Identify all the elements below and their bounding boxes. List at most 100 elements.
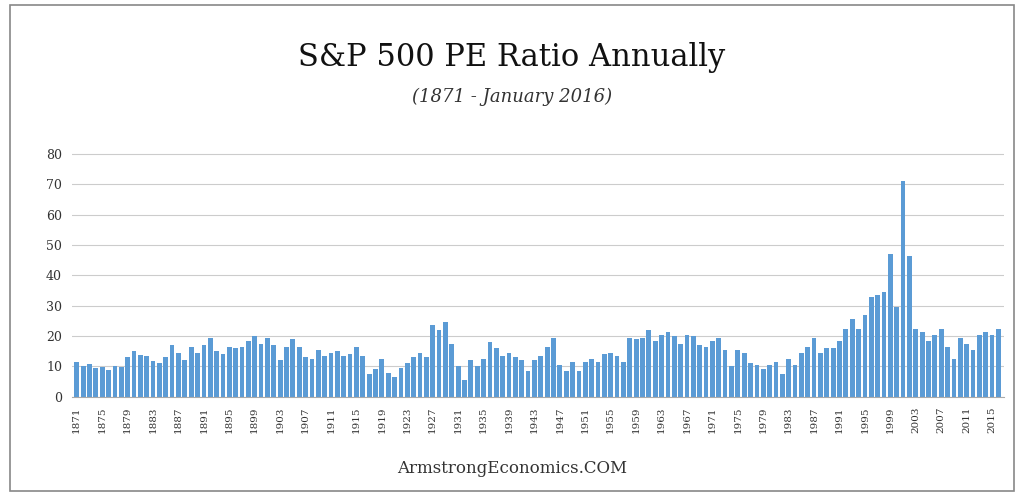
Bar — [844, 328, 848, 397]
Bar — [608, 353, 613, 397]
Bar — [208, 338, 213, 397]
Bar — [462, 380, 467, 397]
Bar — [856, 328, 861, 397]
Bar — [443, 322, 447, 397]
Bar — [380, 359, 384, 397]
Bar — [81, 366, 86, 397]
Bar — [436, 330, 441, 397]
Bar — [939, 328, 943, 397]
Bar — [176, 353, 181, 397]
Bar — [412, 357, 416, 397]
Bar — [481, 359, 486, 397]
Bar — [271, 345, 276, 397]
Bar — [913, 328, 919, 397]
Bar — [653, 341, 657, 397]
Bar — [367, 374, 372, 397]
Bar — [697, 345, 702, 397]
Bar — [106, 370, 111, 397]
Bar — [398, 368, 403, 397]
Bar — [125, 357, 130, 397]
Bar — [767, 365, 772, 397]
Bar — [233, 348, 238, 397]
Bar — [557, 365, 562, 397]
Bar — [628, 338, 632, 397]
Bar — [220, 354, 225, 397]
Bar — [926, 341, 931, 397]
Bar — [450, 344, 455, 397]
Bar — [773, 362, 778, 397]
Bar — [404, 364, 410, 397]
Bar — [672, 336, 677, 397]
Bar — [717, 338, 721, 397]
Bar — [265, 338, 270, 397]
Bar — [780, 374, 784, 397]
Bar — [996, 328, 1000, 397]
Bar — [876, 295, 880, 397]
Bar — [348, 354, 352, 397]
Bar — [666, 331, 671, 397]
Bar — [703, 347, 709, 397]
Bar — [723, 350, 727, 397]
Bar — [799, 353, 804, 397]
Bar — [824, 348, 829, 397]
Bar — [119, 367, 124, 397]
Bar — [888, 254, 893, 397]
Bar — [519, 361, 524, 397]
Bar — [424, 357, 429, 397]
Bar — [570, 362, 574, 397]
Bar — [335, 351, 340, 397]
Bar — [157, 364, 162, 397]
Bar — [297, 347, 302, 397]
Bar — [596, 362, 600, 397]
Bar — [151, 361, 156, 397]
Bar — [545, 347, 550, 397]
Bar — [812, 338, 816, 397]
Bar — [850, 319, 855, 397]
Bar — [621, 362, 626, 397]
Bar — [755, 365, 759, 397]
Bar — [329, 353, 334, 397]
Bar — [240, 347, 245, 397]
Bar — [214, 351, 219, 397]
Bar — [525, 371, 530, 397]
Bar — [589, 359, 594, 397]
Bar — [749, 364, 753, 397]
Bar — [646, 330, 651, 397]
Bar — [316, 350, 321, 397]
Bar — [691, 336, 695, 397]
Bar — [830, 348, 836, 397]
Bar — [869, 297, 873, 397]
Bar — [945, 347, 950, 397]
Bar — [386, 372, 390, 397]
Bar — [920, 331, 925, 397]
Bar — [475, 367, 479, 397]
Bar — [602, 354, 607, 397]
Bar — [862, 315, 867, 397]
Bar — [138, 355, 142, 397]
Bar — [564, 371, 568, 397]
Bar — [501, 356, 505, 397]
Bar — [87, 364, 92, 397]
Bar — [659, 335, 664, 397]
Bar — [430, 325, 435, 397]
Bar — [614, 356, 620, 397]
Bar — [303, 357, 308, 397]
Bar — [971, 350, 976, 397]
Text: ArmstrongEconomics.COM: ArmstrongEconomics.COM — [397, 460, 627, 477]
Bar — [577, 371, 582, 397]
Bar — [202, 345, 206, 397]
Bar — [144, 356, 150, 397]
Bar — [989, 335, 994, 397]
Bar — [735, 350, 740, 397]
Bar — [99, 368, 104, 397]
Bar — [418, 353, 422, 397]
Bar — [284, 347, 289, 397]
Bar — [539, 356, 543, 397]
Bar — [341, 356, 346, 397]
Bar — [494, 348, 499, 397]
Bar — [583, 362, 588, 397]
Bar — [392, 377, 397, 397]
Bar — [373, 370, 378, 397]
Bar — [882, 292, 887, 397]
Bar — [678, 344, 683, 397]
